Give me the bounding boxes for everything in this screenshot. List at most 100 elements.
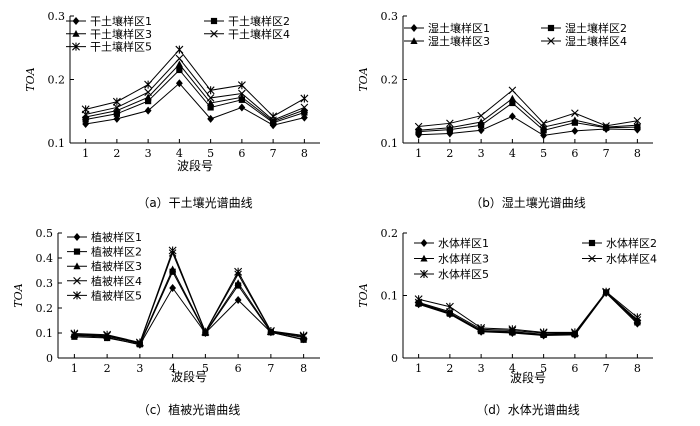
x-tick-label: 2 bbox=[113, 147, 120, 160]
data-point bbox=[269, 112, 278, 121]
data-point bbox=[571, 116, 579, 124]
legend-item: 湿土壤样区3 bbox=[404, 34, 490, 48]
data-point bbox=[508, 325, 517, 334]
legend-marker bbox=[73, 233, 81, 241]
data-point bbox=[207, 114, 215, 123]
x-tick-label: 1 bbox=[415, 147, 422, 160]
chart-caption: （a）干土壤光谱曲线 bbox=[137, 195, 252, 210]
series-line bbox=[74, 249, 304, 344]
data-point bbox=[144, 93, 152, 101]
data-point bbox=[477, 118, 485, 126]
data-point bbox=[602, 122, 610, 130]
x-tick-label: 6 bbox=[571, 147, 578, 160]
data-point bbox=[113, 110, 120, 117]
series-1 bbox=[82, 79, 308, 130]
y-axis-label: TOA bbox=[357, 67, 370, 91]
data-point bbox=[300, 103, 309, 112]
series-line bbox=[418, 291, 638, 333]
data-point bbox=[539, 328, 548, 337]
chart-caption: （d）水体光谱曲线 bbox=[476, 403, 580, 417]
series-line bbox=[418, 102, 638, 133]
legend-label: 水体样区3 bbox=[438, 252, 489, 266]
legend-item: 水体样区1 bbox=[414, 236, 489, 250]
legend-label: 湿土壤样区3 bbox=[428, 34, 490, 48]
legend-item: 水体样区2 bbox=[582, 236, 657, 250]
x-axis-label: 波段号 bbox=[510, 370, 546, 385]
x-tick-label: 3 bbox=[136, 362, 143, 375]
legend-item: 植被样区4 bbox=[67, 274, 142, 288]
legend-marker bbox=[72, 42, 80, 51]
legend-marker bbox=[73, 277, 81, 285]
legend-label: 水体样区2 bbox=[606, 236, 657, 250]
data-point bbox=[445, 302, 454, 311]
legend-label: 植被样区5 bbox=[91, 288, 142, 302]
x-tick-label: 1 bbox=[71, 362, 78, 375]
x-tick-label: 8 bbox=[300, 362, 307, 375]
x-tick-label: 7 bbox=[603, 147, 610, 160]
legend-item: 干土壤样区4 bbox=[204, 27, 290, 41]
data-point bbox=[176, 66, 183, 74]
legend-item: 水体样区4 bbox=[582, 252, 657, 266]
x-tick-label: 7 bbox=[603, 362, 610, 375]
legend-label: 植被样区4 bbox=[91, 274, 142, 288]
y-tick-label: 0.1 bbox=[36, 327, 54, 340]
legend-label: 湿土壤样区1 bbox=[428, 21, 490, 35]
x-tick-label: 3 bbox=[145, 147, 152, 160]
series-line bbox=[74, 287, 304, 346]
data-point bbox=[477, 324, 486, 332]
data-point bbox=[570, 328, 579, 337]
y-tick-label: 0.2 bbox=[381, 74, 399, 87]
legend-item: 植被样区3 bbox=[67, 259, 142, 273]
data-point bbox=[238, 89, 246, 98]
x-tick-label: 4 bbox=[176, 147, 183, 160]
legend-item: 湿土壤样区4 bbox=[541, 34, 627, 48]
x-axis-label: 波段号 bbox=[177, 158, 213, 173]
x-tick-label: 2 bbox=[446, 147, 453, 160]
x-tick-label: 8 bbox=[301, 147, 308, 160]
data-point bbox=[234, 267, 243, 276]
data-point bbox=[509, 99, 516, 107]
legend-item: 干土壤样区5 bbox=[66, 40, 152, 54]
legend-marker bbox=[73, 291, 81, 300]
legend-item: 水体样区3 bbox=[414, 252, 489, 266]
x-tick-label: 5 bbox=[207, 147, 214, 160]
data-point bbox=[478, 122, 485, 129]
data-point bbox=[175, 54, 184, 63]
data-point bbox=[70, 329, 79, 338]
legend-marker bbox=[210, 30, 218, 38]
data-point bbox=[144, 106, 152, 115]
data-point bbox=[508, 112, 516, 121]
legend-marker bbox=[72, 17, 80, 25]
legend-marker bbox=[410, 24, 418, 32]
x-tick-label: 6 bbox=[238, 147, 245, 160]
x-tick-label: 6 bbox=[235, 362, 242, 375]
series-line bbox=[85, 48, 305, 117]
data-point bbox=[415, 130, 423, 139]
x-tick-label: 3 bbox=[478, 147, 485, 160]
y-tick-label: 0.3 bbox=[48, 10, 66, 23]
x-tick-label: 8 bbox=[634, 147, 641, 160]
series-line bbox=[74, 268, 304, 345]
data-point bbox=[103, 330, 112, 339]
legend-marker bbox=[547, 24, 555, 32]
data-point bbox=[237, 81, 246, 90]
legend-label: 干土壤样区1 bbox=[90, 14, 152, 28]
data-point bbox=[540, 127, 547, 134]
data-point bbox=[238, 93, 246, 101]
y-tick-label: 0 bbox=[46, 352, 53, 365]
legend-item: 湿土壤样区2 bbox=[541, 21, 627, 35]
data-point bbox=[169, 265, 177, 273]
legend: 湿土壤样区1 湿土壤样区2 湿土壤样区3 湿土壤样区4 bbox=[404, 21, 627, 48]
data-point bbox=[571, 126, 579, 135]
legend-item: 干土壤样区1 bbox=[66, 14, 152, 28]
data-point bbox=[266, 327, 275, 335]
data-point bbox=[571, 109, 579, 117]
series-line bbox=[418, 115, 638, 136]
x-tick-label: 4 bbox=[509, 147, 516, 160]
data-point bbox=[207, 99, 215, 106]
data-point bbox=[113, 106, 121, 114]
series-4 bbox=[414, 86, 642, 131]
legend-label: 水体样区4 bbox=[606, 252, 657, 266]
